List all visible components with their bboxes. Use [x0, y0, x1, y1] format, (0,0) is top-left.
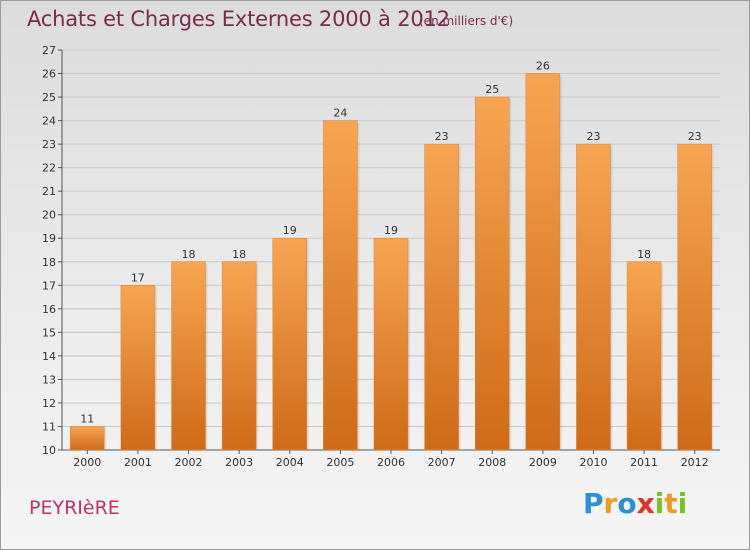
bar-value-label: 23: [586, 130, 600, 143]
y-tick-label: 11: [42, 420, 56, 433]
y-tick-label: 16: [42, 303, 56, 316]
y-tick-label: 23: [42, 138, 56, 151]
y-tick-label: 18: [42, 256, 56, 269]
proxiti-logo: Proxiti: [583, 487, 687, 520]
y-tick-label: 12: [42, 397, 56, 410]
y-tick-label: 21: [42, 185, 56, 198]
logo-letter: o: [617, 487, 637, 520]
logo-letter: x: [636, 487, 655, 520]
y-tick-label: 25: [42, 91, 56, 104]
y-tick-label: 14: [42, 350, 56, 363]
bar-value-label: 23: [688, 130, 702, 143]
x-tick-label: 2010: [579, 456, 607, 469]
x-tick-label: 2009: [529, 456, 557, 469]
y-tick-label: 15: [42, 326, 56, 339]
y-tick-label: 19: [42, 232, 56, 245]
chart-subtitle: (en milliers d'€): [419, 14, 514, 28]
x-tick-label: 2007: [428, 456, 456, 469]
y-tick-label: 22: [42, 162, 56, 175]
bar: [677, 143, 712, 451]
x-tick-label: 2004: [276, 456, 304, 469]
x-tick-label: 2001: [124, 456, 152, 469]
bar: [171, 261, 206, 451]
y-tick-label: 13: [42, 373, 56, 386]
y-tick-label: 17: [42, 279, 56, 292]
x-tick-label: 2005: [326, 456, 354, 469]
bar-value-label: 26: [536, 60, 550, 73]
bar: [424, 143, 459, 451]
x-tick-label: 2000: [73, 456, 101, 469]
town-name: PEYRIèRE: [29, 497, 120, 519]
x-tick-label: 2003: [225, 456, 253, 469]
bar-value-label: 18: [182, 248, 196, 261]
logo-letter: i: [677, 487, 688, 520]
bar-value-label: 24: [333, 107, 347, 120]
bar: [323, 120, 358, 451]
bar-value-label: 18: [637, 248, 651, 261]
bar-value-label: 25: [485, 83, 499, 96]
bar: [525, 73, 561, 451]
logo-letter: i: [654, 487, 665, 520]
y-tick-label: 20: [42, 209, 56, 222]
bar: [221, 261, 257, 451]
x-tick-label: 2008: [478, 456, 506, 469]
logo-letter: r: [603, 487, 618, 520]
x-tick-label: 2002: [175, 456, 203, 469]
bar: [120, 285, 156, 451]
bar-value-label: 17: [131, 271, 145, 284]
x-tick-label: 2012: [681, 456, 709, 469]
bar: [70, 426, 105, 451]
bar: [626, 261, 662, 451]
x-tick-label: 2006: [377, 456, 405, 469]
bar: [576, 143, 611, 451]
bar: [474, 96, 510, 451]
bar: [373, 237, 409, 451]
logo-letter: P: [583, 487, 604, 520]
bar-value-label: 18: [232, 248, 246, 261]
y-tick-label: 26: [42, 68, 56, 81]
bar-value-label: 11: [80, 412, 94, 425]
x-tick-label: 2011: [630, 456, 658, 469]
bar: [272, 237, 308, 451]
bar-value-label: 19: [384, 224, 398, 237]
logo-letter: t: [664, 487, 678, 520]
y-tick-label: 10: [42, 444, 56, 457]
chart-title: Achats et Charges Externes 2000 à 2012: [27, 7, 450, 31]
bar-value-label: 19: [283, 224, 297, 237]
y-tick-label: 27: [42, 44, 56, 57]
bar-value-label: 23: [435, 130, 449, 143]
y-tick-label: 24: [42, 115, 56, 128]
